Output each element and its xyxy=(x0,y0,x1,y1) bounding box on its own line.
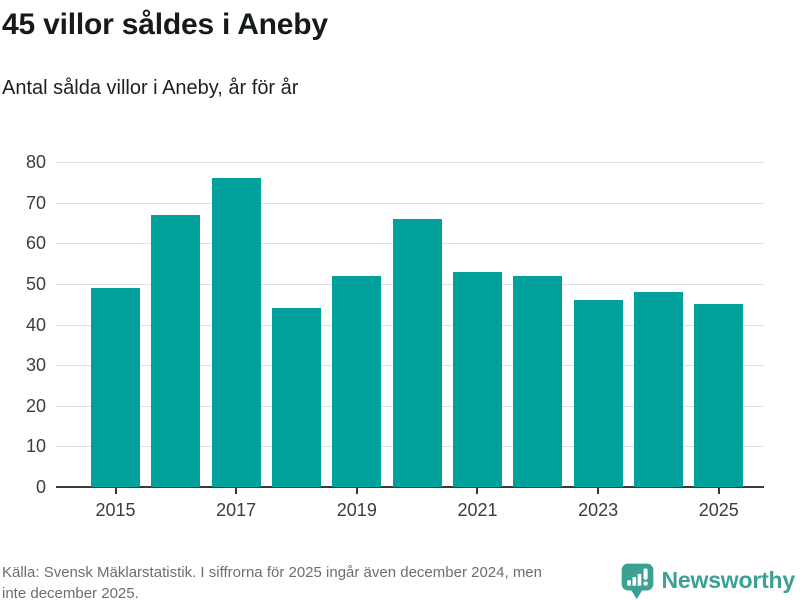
bar-2022 xyxy=(513,275,563,487)
x-axis-tick-label: 2019 xyxy=(336,500,377,520)
x-axis-tick-2021 xyxy=(476,488,479,494)
y-axis-tick-label: 60 xyxy=(25,233,46,254)
x-axis-tick-2015 xyxy=(114,488,117,494)
newsworthy-brand-name: Newsworthy xyxy=(661,567,796,593)
bar-2025 xyxy=(694,304,744,487)
x-axis-tick-2019 xyxy=(355,488,358,494)
newsworthy-logo-icon xyxy=(620,562,655,600)
gridline-y-80 xyxy=(56,162,764,163)
x-axis-tick-label: 2025 xyxy=(698,500,739,520)
x-axis-tick-label: 2017 xyxy=(216,500,257,520)
x-axis-line xyxy=(56,486,764,488)
gridline-y-70 xyxy=(56,202,764,204)
x-axis-tick-2023 xyxy=(597,488,600,494)
bar-2020 xyxy=(392,218,442,487)
x-axis-tick-2017 xyxy=(235,488,238,494)
source-attribution: Källa: Svensk Mäklarstatistik. I siffror… xyxy=(2,562,647,600)
y-axis-tick-label: 30 xyxy=(25,355,46,376)
y-axis-tick-label: 0 xyxy=(35,477,46,497)
bar-2023 xyxy=(573,300,623,487)
bar-2024 xyxy=(633,292,683,487)
bar-2015 xyxy=(91,287,140,487)
y-axis-tick-label: 10 xyxy=(25,436,46,457)
bar-2016 xyxy=(151,214,201,487)
x-axis-tick-label: 2023 xyxy=(578,500,619,520)
bar-2019 xyxy=(332,275,382,487)
newsworthy-brand: Newsworthy xyxy=(620,561,795,600)
bar-2021 xyxy=(452,271,502,487)
x-axis-tick-2025 xyxy=(717,488,720,494)
x-axis-tick-label: 2021 xyxy=(457,500,498,520)
y-axis-tick-label: 80 xyxy=(25,152,46,172)
chart-title: 45 villor såldes i Aneby xyxy=(2,8,328,41)
y-axis-tick-label: 70 xyxy=(25,192,46,213)
source-line-1: Källa: Svensk Mäklarstatistik. I siffror… xyxy=(2,564,542,581)
bar-chart-plot-area: 0 10 20 30 40 50 60 70 80 2015 2017 2019 2021 2023 202… xyxy=(25,152,764,520)
y-axis-tick-label: 40 xyxy=(25,314,46,335)
bar-2017 xyxy=(211,178,261,487)
bar-2018 xyxy=(271,308,321,487)
chart-subtitle: Antal sålda villor i Aneby, år för år xyxy=(2,77,299,99)
y-axis-tick-label: 20 xyxy=(25,395,46,416)
source-line-2: inte december 2025. xyxy=(2,585,139,600)
y-axis-tick-label: 50 xyxy=(25,273,46,294)
x-axis-tick-label: 2015 xyxy=(95,500,136,520)
